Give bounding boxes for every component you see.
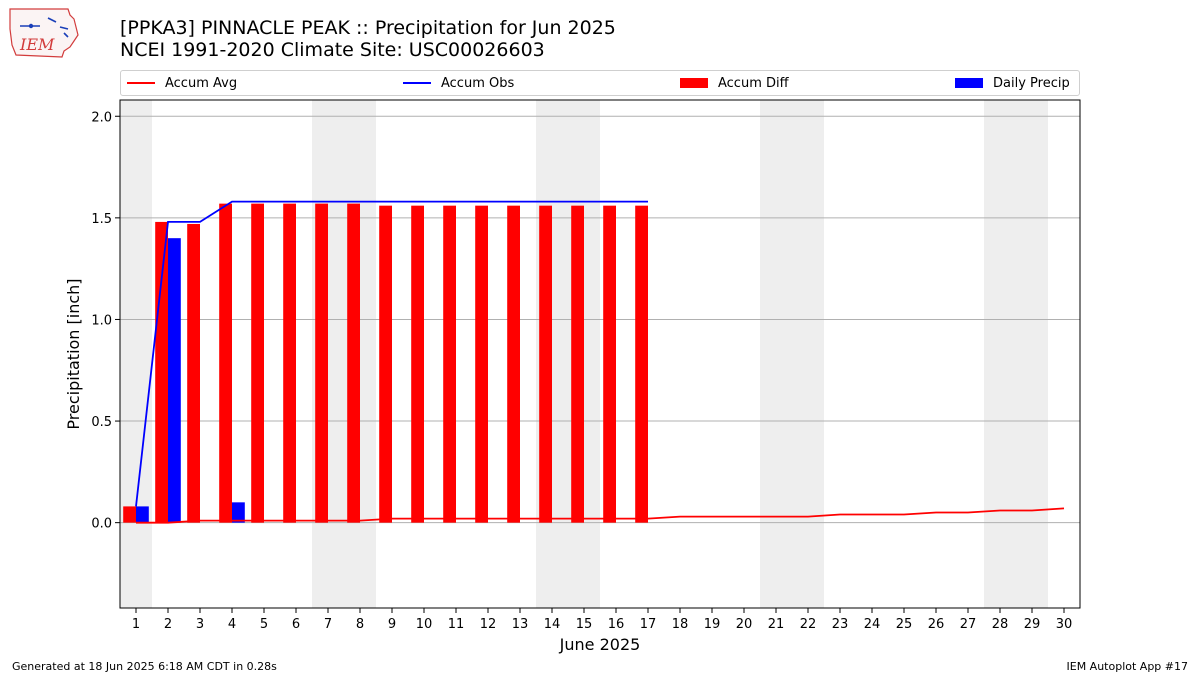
x-tick-label: 19 (704, 617, 721, 632)
x-tick-label: 27 (960, 617, 977, 632)
accum-diff-bar (411, 205, 424, 523)
accum-diff-bar (603, 205, 616, 523)
daily-precip-bar (136, 506, 149, 523)
legend-label-daily-precip: Daily Precip (993, 75, 1070, 91)
grid-lines (120, 115, 1080, 524)
x-tick-label: 24 (864, 617, 881, 632)
x-tick-label: 15 (576, 617, 593, 632)
x-tick-label: 25 (896, 617, 913, 632)
accum-diff-bar (251, 203, 264, 523)
legend-item-accum-obs: Accum Obs (403, 71, 514, 95)
daily-precip-bar (168, 238, 181, 523)
app-credit: IEM Autoplot App #17 (1066, 660, 1189, 673)
accum-diff-bar (187, 223, 200, 523)
accum-diff-bar (347, 203, 360, 523)
accum-diff-bar (315, 203, 328, 523)
x-tick-label: 29 (1024, 617, 1041, 632)
x-tick-label: 16 (608, 617, 625, 632)
daily-precip-bar (232, 502, 245, 523)
chart-subtitle: NCEI 1991-2020 Climate Site: USC00026603 (120, 39, 545, 61)
accum-diff-bar (571, 205, 584, 523)
accum-diff-bar (507, 205, 520, 523)
legend-swatch-daily-precip (955, 78, 983, 88)
x-tick-label: 17 (640, 617, 657, 632)
x-tick-label: 3 (196, 617, 204, 632)
legend-swatch-accum-obs (403, 82, 431, 84)
legend-item-accum-diff: Accum Diff (680, 71, 789, 95)
accum-diff-bar (443, 205, 456, 523)
x-tick-label: 23 (832, 617, 849, 632)
plot-frame (119, 99, 1081, 609)
accum-diff-bar (475, 205, 488, 523)
logo-text: IEM (19, 35, 55, 54)
accum-diff-bar (123, 506, 136, 523)
iem-logo: IEM (9, 8, 79, 58)
legend-item-daily-precip: Daily Precip (955, 71, 1070, 95)
y-axis-label: Precipitation [inch] (64, 278, 83, 429)
legend-swatch-accum-diff (680, 78, 708, 88)
y-tick-label: 1.0 (91, 313, 112, 328)
x-tick-label: 26 (928, 617, 945, 632)
legend-swatch-accum-avg (127, 82, 155, 84)
generated-timestamp: Generated at 18 Jun 2025 6:18 AM CDT in … (12, 660, 277, 673)
accum-diff-bar (379, 205, 392, 523)
accum-obs-line (135, 200, 648, 507)
legend: Accum Avg Accum Obs Accum Diff Daily Pre… (120, 70, 1080, 96)
x-tick-label: 8 (356, 617, 364, 632)
bars (123, 203, 648, 523)
x-tick-label: 20 (736, 617, 753, 632)
x-tick-label: 18 (672, 617, 689, 632)
accum-diff-bar (219, 203, 232, 523)
accum-diff-bar (635, 205, 648, 523)
y-tick-label: 0.0 (91, 517, 112, 532)
x-axis-label: June 2025 (559, 635, 641, 654)
weekend-shade-day-22 (792, 100, 824, 608)
x-axis-ticks: 1 2 3 4 5 6 7 8 9 10 11 12 13 14 15 16 17 18 19 20 21 22 23 24 2… (132, 608, 1072, 632)
weekend-shade-day-21 (760, 100, 792, 608)
x-tick-label: 9 (388, 617, 396, 632)
x-tick-label: 22 (800, 617, 817, 632)
weekend-shade-day-28 (984, 100, 1016, 608)
y-tick-label: 2.0 (91, 110, 112, 125)
weekend-shade-day-29 (1016, 100, 1048, 608)
x-tick-label: 10 (416, 617, 433, 632)
legend-label-accum-avg: Accum Avg (165, 75, 238, 91)
x-tick-label: 30 (1056, 617, 1073, 632)
lines (135, 200, 1065, 524)
x-tick-label: 21 (768, 617, 785, 632)
x-tick-label: 2 (164, 617, 172, 632)
x-tick-label: 4 (228, 617, 236, 632)
legend-label-accum-obs: Accum Obs (441, 75, 515, 91)
accum-avg-line (136, 507, 1065, 524)
x-tick-label: 28 (992, 617, 1009, 632)
x-tick-label: 12 (480, 617, 497, 632)
x-tick-label: 11 (448, 617, 465, 632)
weekend-shade-day-1 (120, 100, 152, 608)
x-tick-label: 6 (292, 617, 300, 632)
y-tick-label: 0.5 (91, 415, 112, 430)
x-tick-label: 7 (324, 617, 332, 632)
accum-diff-bar (155, 221, 168, 523)
legend-label-accum-diff: Accum Diff (718, 75, 789, 91)
y-tick-label: 1.5 (91, 212, 112, 227)
x-tick-label: 5 (260, 617, 268, 632)
accum-diff-bar (283, 203, 296, 523)
chart-title: [PPKA3] PINNACLE PEAK :: Precipitation f… (120, 17, 616, 39)
x-tick-label: 13 (512, 617, 529, 632)
y-axis-ticks: 0.0 0.5 1.0 1.5 2.0 (91, 110, 120, 532)
x-tick-label: 14 (544, 617, 561, 632)
x-tick-label: 1 (132, 617, 140, 632)
legend-item-accum-avg: Accum Avg (127, 71, 237, 95)
accum-diff-bar (539, 205, 552, 523)
